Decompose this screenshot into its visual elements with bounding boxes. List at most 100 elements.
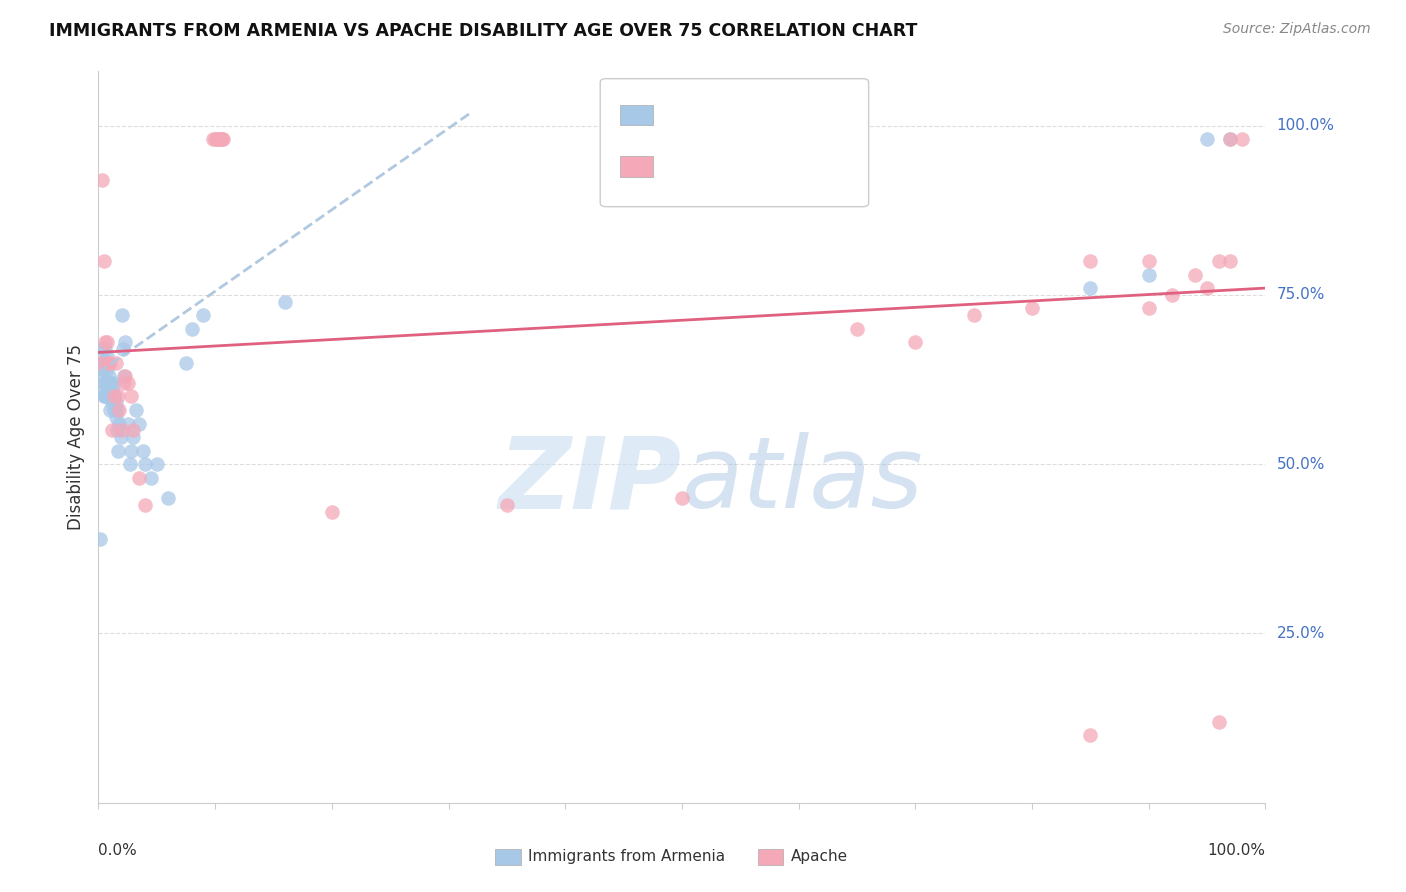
Point (97, 389, 120, 403)
Point (114, 335, 136, 350)
Point (107, 443, 129, 458)
Point (1219, 254, 1241, 268)
Point (90, 172, 112, 186)
Point (157, 491, 180, 505)
Bar (758, 849, 783, 865)
Text: Apache: Apache (790, 849, 848, 864)
Point (122, 430, 145, 444)
Point (94, 342, 117, 356)
Point (139, 471, 162, 485)
Point (96, 362, 118, 376)
Text: 75.0%: 75.0% (1277, 287, 1324, 302)
Point (128, 417, 150, 431)
Point (120, 389, 142, 403)
Text: atlas: atlas (682, 433, 924, 530)
Point (193, 308, 215, 322)
Point (101, 396, 124, 410)
Point (1080, 254, 1102, 268)
Point (671, 491, 693, 505)
Point (103, 389, 125, 403)
Text: ZIP: ZIP (499, 433, 682, 530)
Point (120, 443, 142, 458)
Point (98, 376, 121, 390)
Point (100, 389, 122, 403)
Point (91, 383, 114, 397)
Point (846, 322, 869, 336)
Point (103, 403, 125, 417)
Text: 100.0%: 100.0% (1277, 118, 1334, 133)
Point (100, 376, 122, 390)
Point (97, 376, 120, 390)
Point (104, 355, 127, 369)
Point (212, 132, 235, 146)
Point (1080, 281, 1102, 295)
FancyBboxPatch shape (600, 78, 869, 207)
Point (93, 389, 115, 403)
Point (274, 294, 297, 309)
Point (1208, 254, 1230, 268)
Point (107, 389, 129, 403)
Point (96, 349, 118, 363)
Point (209, 132, 232, 146)
Point (112, 376, 135, 390)
Point (111, 308, 134, 322)
Point (97, 355, 120, 369)
Point (96, 376, 118, 390)
Point (94, 376, 117, 390)
Point (904, 335, 927, 350)
Point (180, 322, 202, 336)
Point (96, 335, 118, 350)
Point (122, 423, 145, 437)
Point (101, 423, 124, 437)
Point (1021, 301, 1043, 316)
Bar (620, 105, 652, 126)
Point (108, 403, 131, 417)
Point (90, 369, 112, 384)
Point (1195, 132, 1218, 146)
Point (1208, 714, 1230, 729)
Point (201, 132, 224, 146)
Text: 0.0%: 0.0% (98, 843, 138, 858)
Text: 25.0%: 25.0% (1277, 626, 1324, 641)
Text: R = 0.150: R = 0.150 (662, 158, 761, 176)
Point (204, 132, 226, 146)
Point (94, 335, 117, 350)
Text: IMMIGRANTS FROM ARMENIA VS APACHE DISABILITY AGE OVER 75 CORRELATION CHART: IMMIGRANTS FROM ARMENIA VS APACHE DISABI… (49, 22, 918, 40)
Point (111, 423, 134, 437)
Point (111, 342, 134, 356)
Point (125, 403, 148, 417)
Point (90, 362, 112, 376)
Point (108, 417, 131, 431)
Point (1219, 132, 1241, 146)
Point (98, 355, 121, 369)
Text: N = 62: N = 62 (763, 106, 831, 124)
Point (105, 403, 128, 417)
Point (94, 389, 117, 403)
Point (208, 132, 231, 146)
Point (132, 443, 155, 458)
Text: Source: ZipAtlas.com: Source: ZipAtlas.com (1223, 22, 1371, 37)
Bar (620, 156, 652, 177)
Point (1080, 728, 1102, 742)
Point (104, 396, 127, 410)
Point (117, 376, 139, 390)
Point (321, 505, 343, 519)
Point (114, 369, 136, 384)
Point (1184, 268, 1206, 282)
Point (962, 308, 984, 322)
Point (90, 342, 112, 356)
Point (1137, 301, 1160, 316)
Point (1195, 281, 1218, 295)
Point (1219, 132, 1241, 146)
Text: R = 0.426: R = 0.426 (662, 106, 761, 124)
Point (105, 423, 128, 437)
Point (93, 254, 115, 268)
Text: 50.0%: 50.0% (1277, 457, 1324, 472)
Point (90, 355, 112, 369)
Point (90, 355, 112, 369)
Point (104, 389, 127, 403)
Point (97, 376, 120, 390)
Point (101, 383, 124, 397)
Point (207, 132, 229, 146)
Point (91, 362, 114, 376)
